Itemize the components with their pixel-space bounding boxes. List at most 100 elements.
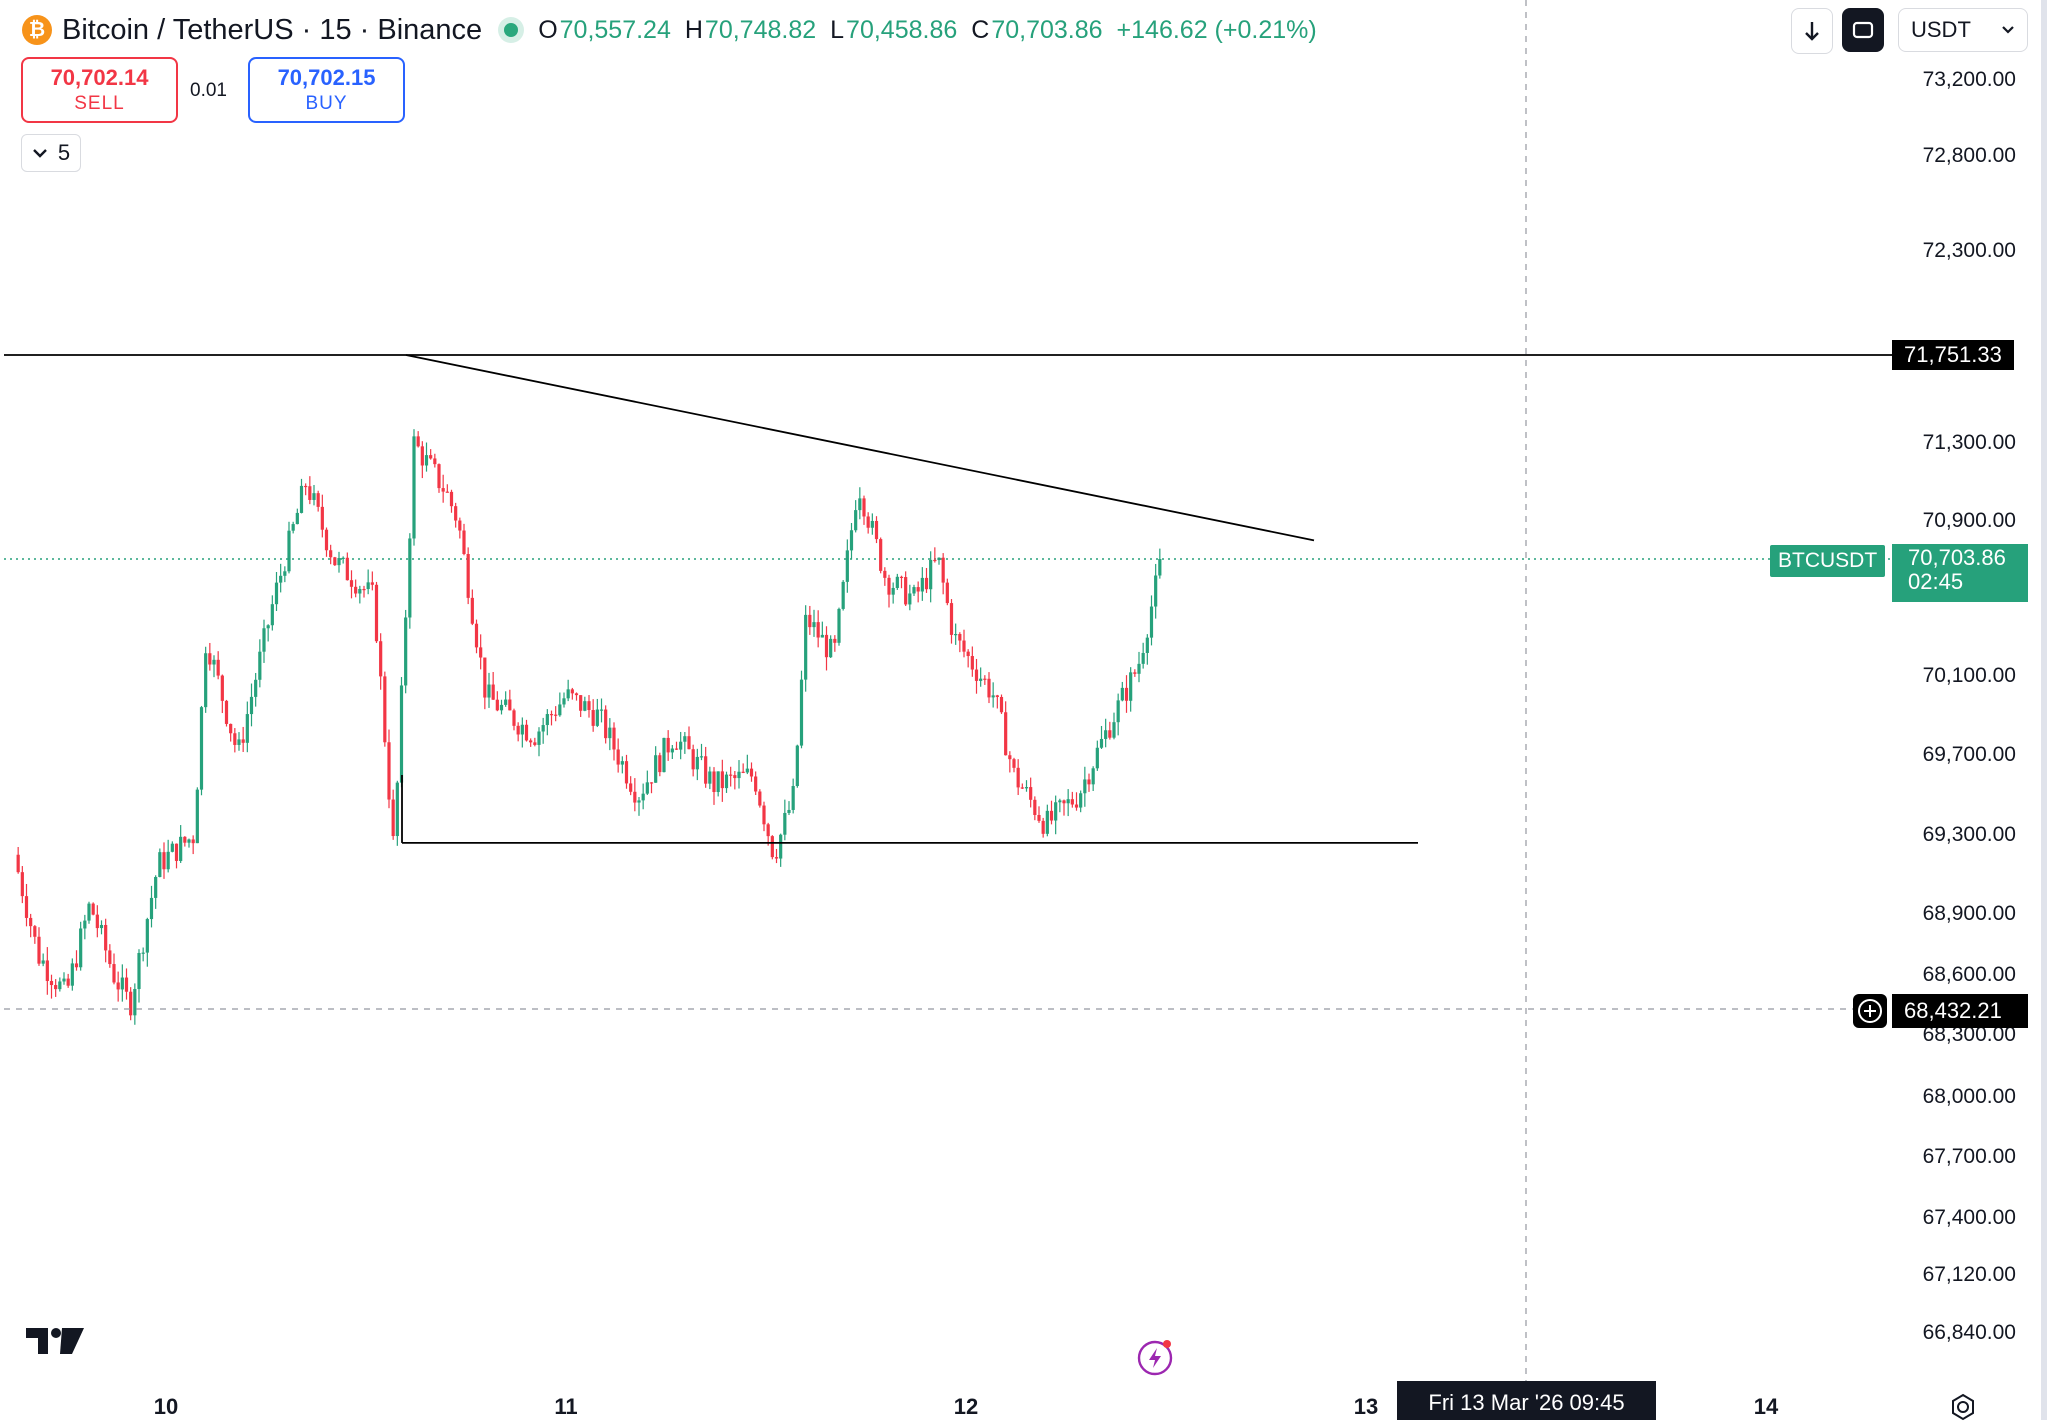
candle-body: [1054, 802, 1058, 821]
candle-body: [99, 924, 104, 929]
sell-button[interactable]: 70,702.14 SELL: [21, 57, 178, 123]
candle-body: [233, 733, 237, 745]
candle-body: [387, 742, 391, 800]
candle-body: [1112, 722, 1116, 738]
candle-body: [612, 727, 616, 750]
candle-body: [204, 653, 208, 708]
quantity-value[interactable]: 0.01: [190, 80, 227, 101]
candle-body: [604, 709, 608, 739]
candle-body: [183, 836, 187, 843]
candle-body: [904, 577, 908, 605]
candle-body: [1120, 687, 1124, 701]
candle-body: [87, 903, 91, 921]
buy-button[interactable]: 70,702.15 BUY: [248, 57, 405, 123]
candle-body: [70, 963, 74, 986]
candle-body: [254, 679, 258, 697]
candle-body: [49, 981, 54, 986]
price-tick-label: 69,300.00: [1922, 823, 2016, 846]
candle-body: [358, 588, 362, 594]
candle-body: [766, 824, 770, 837]
candle-body: [874, 520, 879, 540]
candle-body: [629, 783, 633, 792]
candle-body: [495, 699, 499, 711]
candle-body: [408, 538, 412, 618]
symbol-title[interactable]: Bitcoin / TetherUS · 15 · Binance: [62, 13, 483, 46]
candle-body: [679, 741, 683, 750]
candle-body: [24, 896, 29, 918]
resistance-price-label: 71,751.33: [1892, 340, 2014, 370]
candle-body: [399, 685, 404, 783]
candle-body: [366, 582, 370, 590]
candle-body: [549, 714, 554, 716]
candle-body: [1141, 652, 1145, 664]
candle-body: [270, 604, 274, 626]
low-key: L: [830, 15, 845, 44]
candle-body: [1029, 787, 1033, 800]
tradingview-logo-icon[interactable]: [26, 1326, 84, 1356]
candle-body: [849, 530, 854, 551]
candle-body: [199, 707, 204, 790]
sync-icon: [1852, 21, 1874, 39]
candle-body: [895, 576, 899, 588]
crosshair-date-label: Fri 13 Mar '26 09:45: [1397, 1381, 1656, 1420]
price-tick-label: 68,300.00: [1922, 1023, 2016, 1046]
candle-body: [374, 584, 379, 642]
lightning-icon[interactable]: [1135, 1336, 1175, 1376]
candle-body: [908, 593, 912, 605]
candle-body: [608, 727, 612, 739]
sell-price: 70,702.14: [50, 65, 149, 90]
candle-body: [1008, 755, 1012, 760]
candle-body: [420, 446, 424, 466]
sync-button[interactable]: [1842, 8, 1884, 52]
currency-select[interactable]: USDT: [1898, 8, 2028, 52]
candle-body: [799, 679, 804, 746]
candle-body: [299, 485, 304, 513]
candle-body: [979, 678, 983, 681]
candle-body: [1062, 800, 1066, 804]
candle-body: [174, 843, 179, 861]
candle-body: [983, 678, 987, 680]
candle-body: [1095, 747, 1099, 769]
candle-body: [1108, 730, 1112, 738]
candle-body: [279, 575, 283, 583]
candle-body: [645, 782, 649, 794]
candle-body: [508, 699, 512, 711]
candle-body: [349, 580, 354, 587]
add-alert-button[interactable]: [1853, 994, 1887, 1028]
candle-body: [912, 587, 916, 594]
candle-body: [41, 960, 45, 964]
candle-body: [187, 839, 191, 843]
candle-body: [537, 731, 541, 745]
candle-body: [287, 530, 291, 572]
candle-body: [787, 809, 791, 813]
candle-body: [224, 700, 229, 724]
candle-body: [79, 928, 83, 968]
candle-body: [37, 936, 41, 964]
candle-body: [133, 988, 137, 1016]
candle-body: [758, 791, 762, 806]
candle-body: [124, 977, 129, 992]
indicators-collapse-button[interactable]: 5: [21, 134, 81, 172]
candle-body: [733, 775, 737, 779]
buy-price: 70,702.15: [277, 65, 376, 90]
open-key: O: [538, 15, 558, 44]
candle-body: [762, 805, 766, 825]
time-tick-label: 12: [953, 1394, 979, 1419]
candle-body: [1091, 768, 1095, 785]
candle-body: [720, 771, 724, 789]
change-value: +146.62 (+0.21%): [1116, 15, 1317, 44]
candle-body: [245, 714, 249, 743]
scroll-down-button[interactable]: [1791, 8, 1833, 54]
candle-body: [154, 877, 158, 898]
candle-body: [158, 852, 162, 878]
candle-body: [970, 656, 974, 670]
candle-body: [162, 852, 166, 870]
candle-body: [429, 455, 433, 459]
candle-body: [1154, 575, 1158, 607]
candle-body: [416, 436, 420, 447]
candle-body: [774, 857, 779, 859]
candle-body: [641, 793, 645, 801]
candle-body: [1083, 779, 1087, 794]
settings-icon[interactable]: [1948, 1392, 1978, 1422]
